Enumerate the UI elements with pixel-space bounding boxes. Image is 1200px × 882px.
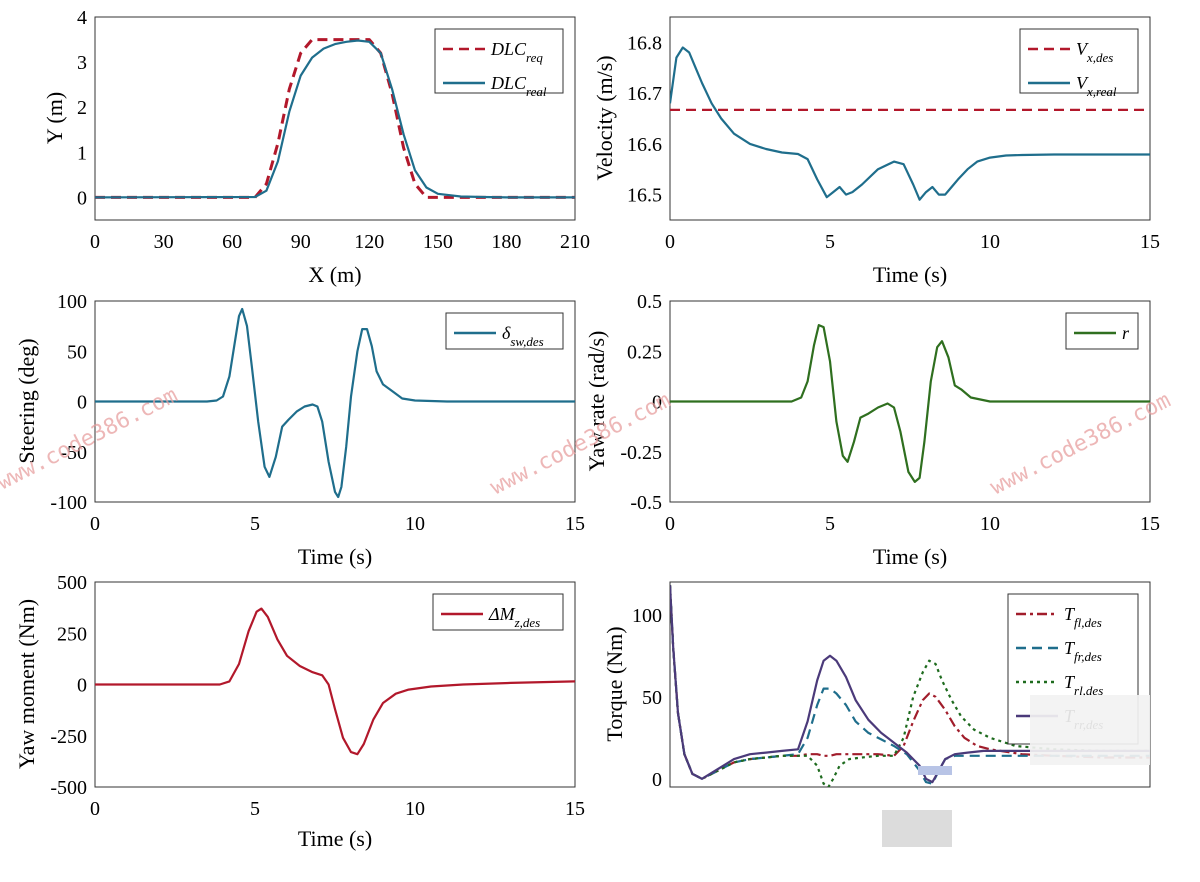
y-tick-label: -0.5: [630, 492, 662, 514]
panel-yaw-rate: Time (s) Yaw rate (rad/s) 0 5 10 15 -0.5 -0.2…: [584, 291, 1160, 569]
series-line-p6-2: [670, 585, 1150, 787]
x-tick-label: 30: [154, 231, 174, 253]
y-tick-label: -500: [50, 777, 87, 799]
y-tick-label: 3: [77, 52, 87, 74]
y-tick-label: -250: [50, 726, 87, 748]
series-line-p2-1: [670, 46, 1150, 201]
x-tick-label: 180: [491, 231, 521, 253]
ylabel-yaw-moment: Yaw moment (Nm): [14, 599, 39, 769]
x-tick-label: 0: [90, 231, 100, 253]
series-line-p1-0: [95, 38, 575, 199]
y-tick-label: 0: [652, 392, 662, 414]
y-tick-label: 0.25: [627, 341, 662, 363]
y-tick-label: 0: [77, 187, 87, 209]
ylabel-steering: Steering (deg): [14, 338, 39, 463]
xlabel-yaw-rate: Time (s): [873, 544, 947, 569]
legend-entry: δsw,des: [502, 323, 544, 349]
legend-p2: Vx,des Vx,real: [1019, 28, 1139, 99]
y-tick-label: 16.8: [627, 32, 662, 54]
y-tick-label: 0: [652, 769, 662, 791]
panel-steering: Time (s) Steering (deg) 0 5 10 15 -100 -50 0 50…: [14, 291, 585, 569]
ylabel-trajectory: Y (m): [42, 92, 67, 144]
blur-artifact-tick: [918, 766, 952, 775]
panel-trajectory: X (m) Y (m) 0 30 60 90 120 150 180 210 0 1 2 3 4 DLCr…: [42, 7, 590, 287]
y-tick-label: 0: [77, 675, 87, 697]
y-tick-label: 4: [77, 7, 87, 29]
y-tick-label: 100: [57, 291, 87, 313]
xlabel-yaw-moment: Time (s): [298, 826, 372, 851]
legend-p4: r: [1065, 312, 1139, 350]
x-tick-label: 10: [405, 798, 425, 820]
y-tick-label: 100: [632, 605, 662, 627]
y-tick-label: 2: [77, 97, 87, 119]
y-tick-label: 16.6: [627, 134, 662, 156]
legend-entry: r: [1122, 323, 1130, 343]
x-tick-label: 210: [560, 231, 590, 253]
legend-entry: Tfl,des: [1064, 604, 1102, 630]
x-tick-label: 0: [90, 798, 100, 820]
x-tick-label: 5: [825, 231, 835, 253]
x-tick-label: 10: [980, 231, 1000, 253]
y-tick-label: -50: [60, 442, 87, 464]
y-tick-label: 16.7: [627, 83, 662, 105]
legend-entry: Vx,real: [1076, 73, 1117, 99]
x-tick-label: 150: [423, 231, 453, 253]
x-tick-label: 120: [354, 231, 384, 253]
legend-entry: Tfr,des: [1064, 638, 1102, 664]
series-line-p3-0: [95, 307, 575, 499]
panel-velocity: Time (s) Velocity (m/s) 0 5 10 15 16.5 16.6 16…: [592, 16, 1160, 287]
panel-yaw-moment: Time (s) Yaw moment (Nm) 0 5 10 15 -500 -250 0…: [14, 572, 585, 851]
y-tick-label: -100: [50, 492, 87, 514]
legend-p1: DLCreq DLCreal: [434, 28, 564, 99]
x-tick-label: 15: [1140, 231, 1160, 253]
x-tick-label: 60: [222, 231, 242, 253]
y-tick-label: 50: [67, 341, 87, 363]
ylabel-torque: Torque (Nm): [602, 626, 627, 741]
xlabel-velocity: Time (s): [873, 262, 947, 287]
ylabel-yaw-rate: Yaw rate (rad/s): [584, 331, 609, 472]
x-tick-label: 10: [405, 513, 425, 535]
series-line-p5-0: [95, 607, 575, 756]
y-tick-label: 500: [57, 572, 87, 594]
x-tick-label: 15: [565, 513, 585, 535]
y-tick-label: 16.5: [627, 185, 662, 207]
y-tick-label: 0: [77, 392, 87, 414]
y-tick-label: -0.25: [620, 442, 662, 464]
series-line-p6-3: [670, 585, 1150, 784]
xlabel-trajectory: X (m): [308, 262, 361, 287]
legend-entry: DLCreq: [490, 39, 543, 65]
legend-entry: Vx,des: [1076, 39, 1113, 65]
x-tick-label: 0: [665, 231, 675, 253]
legend-entry: ΔMz,des: [488, 604, 540, 630]
x-tick-label: 5: [250, 513, 260, 535]
blur-artifact-legend: [1030, 695, 1150, 765]
x-tick-label: 15: [1140, 513, 1160, 535]
legend-entry: Trl,des: [1064, 672, 1103, 698]
x-tick-label: 90: [291, 231, 311, 253]
y-tick-label: 0.5: [637, 291, 662, 313]
x-tick-label: 10: [980, 513, 1000, 535]
x-tick-label: 0: [665, 513, 675, 535]
blur-artifact-axis: [882, 810, 952, 847]
legend-entry: DLCreal: [490, 73, 547, 99]
series-line-p1-1: [95, 39, 575, 199]
xlabel-steering: Time (s): [298, 544, 372, 569]
legend-p5: ΔMz,des: [432, 593, 564, 631]
ylabel-velocity: Velocity (m/s): [592, 55, 617, 180]
x-tick-label: 0: [90, 513, 100, 535]
x-tick-label: 5: [250, 798, 260, 820]
y-tick-label: 50: [642, 687, 662, 709]
x-tick-label: 5: [825, 513, 835, 535]
x-tick-label: 15: [565, 798, 585, 820]
y-tick-label: 1: [77, 142, 87, 164]
series-line-p4-0: [670, 324, 1150, 483]
legend-p3: δsw,des: [445, 312, 564, 350]
y-tick-label: 250: [57, 623, 87, 645]
